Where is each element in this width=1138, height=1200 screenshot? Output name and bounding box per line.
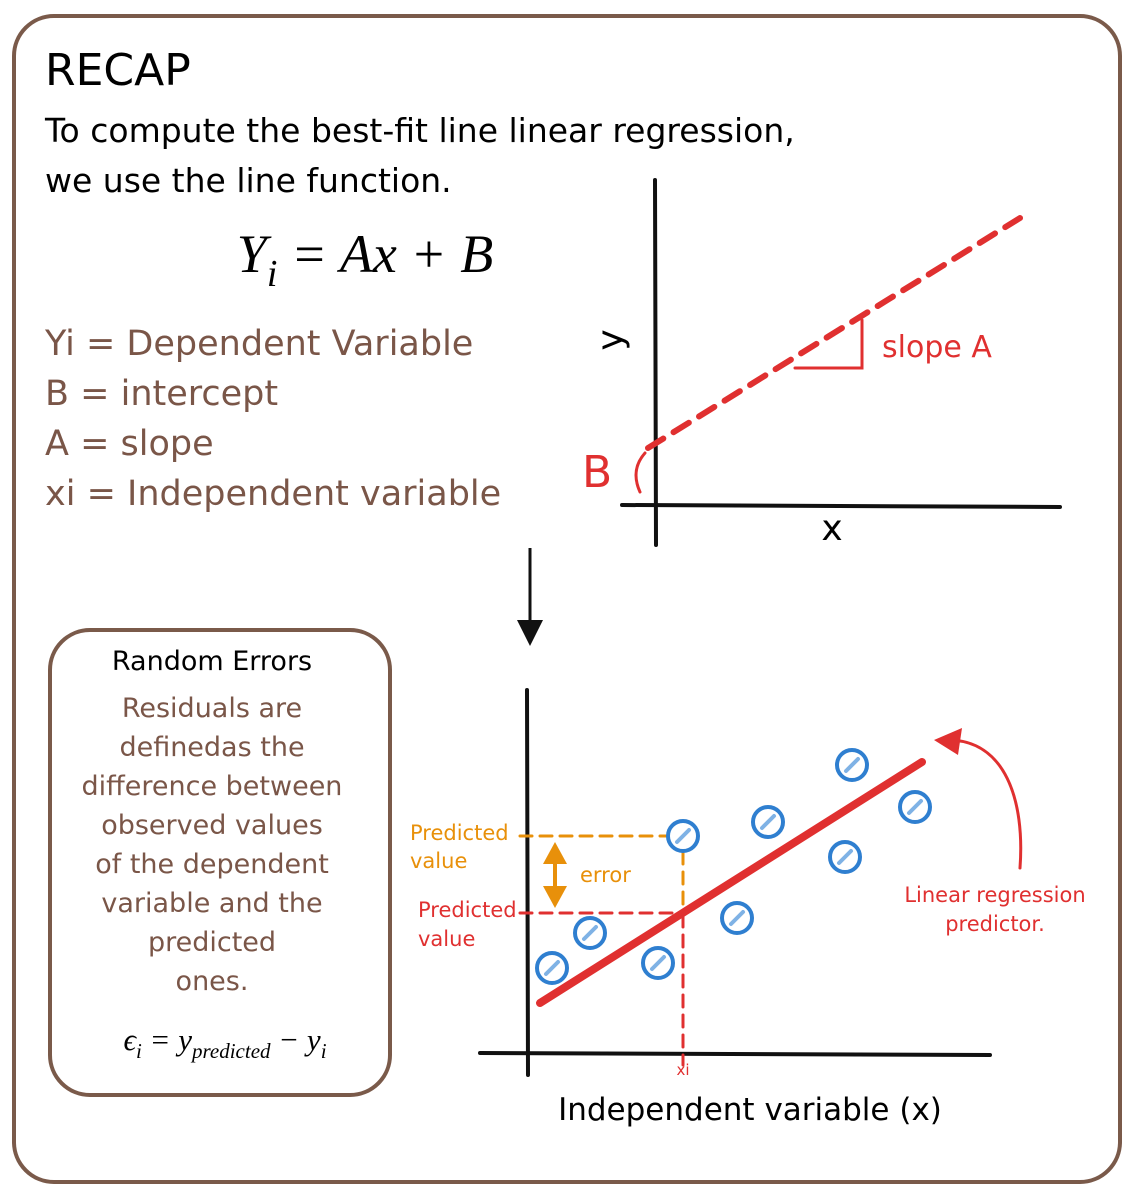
intercept-label: B [582,447,612,498]
formula-part: − y [271,1022,321,1057]
title: RECAP [45,45,191,96]
pointer-head [934,728,962,755]
xi-label: xi [676,1061,689,1079]
intro-line: we use the line function. [45,161,452,200]
predictor-label: Linear regression [904,883,1085,907]
observations [535,748,932,985]
errors-line: definedas the [119,732,304,763]
arrow-head [517,620,543,646]
errors-line: of the dependent [95,849,329,880]
intro-line: To compute the best-fit line linear regr… [44,111,795,150]
slope-triangle [793,318,864,370]
errors-text: Residuals are definedas the difference bet… [82,693,343,997]
observation-hatch [760,814,776,830]
fit-line [645,215,1023,451]
formula-sub: i [267,253,278,295]
formula: Yi = Ax + B [237,224,493,295]
x-axis [478,1051,992,1057]
intercept-bracket [634,451,647,494]
definition: Yi = Dependent Variable [44,324,473,364]
errors-line: ones. [176,966,249,997]
slope-label: slope A [882,330,992,365]
observation-hatch [837,849,853,865]
errors-line: observed values [101,810,323,841]
observation-hatch [582,925,598,941]
y-axis [525,688,530,1077]
observation-hatch [650,955,666,971]
card-border [12,14,1122,1184]
formula-sub: i [136,1039,142,1063]
regression-line [536,758,926,1007]
predicted-label: Predicted [418,898,517,922]
observation-hatch [675,828,691,844]
formula-part: = y [142,1022,192,1057]
observation-hatch [844,757,860,773]
bottom-chart [478,688,1023,1077]
errors-box [48,628,392,1097]
error-arrow-head [543,886,567,908]
errors-line: difference between [82,771,343,802]
x-axis [620,503,1062,509]
definition: xi = Independent variable [45,474,501,514]
formula-part: ϵ [123,1022,137,1057]
y-axis-label: y [590,329,631,350]
error-arrow-head [543,842,567,864]
observation-hatch [907,799,923,815]
observed-label: Predicted [410,821,509,845]
errors-title: Random Errors [112,646,312,677]
errors-line: variable and the [101,888,322,919]
predictor-label: predictor. [945,912,1045,936]
observed-label: value [410,849,467,873]
formula-base: Y [237,224,272,284]
predicted-label: value [418,927,475,951]
definition: A = slope [45,424,214,464]
errors-line: Residuals are [122,693,302,724]
top-chart [620,178,1062,547]
definition: B = intercept [45,374,278,414]
x-axis-label: Independent variable (x) [558,1092,942,1128]
formula-rest: = Ax + B [277,224,493,284]
formula-sub: predicted [190,1039,271,1063]
observation-hatch [729,910,745,926]
errors-line: predicted [148,927,276,958]
error-formula: ϵi = ypredicted − yi [123,1022,326,1063]
x-axis-label: x [821,508,842,549]
pointer-arrow [946,738,1023,870]
y-axis [653,178,658,547]
error-label: error [580,863,631,887]
observation-hatch [544,960,560,976]
formula-sub: i [321,1039,327,1063]
